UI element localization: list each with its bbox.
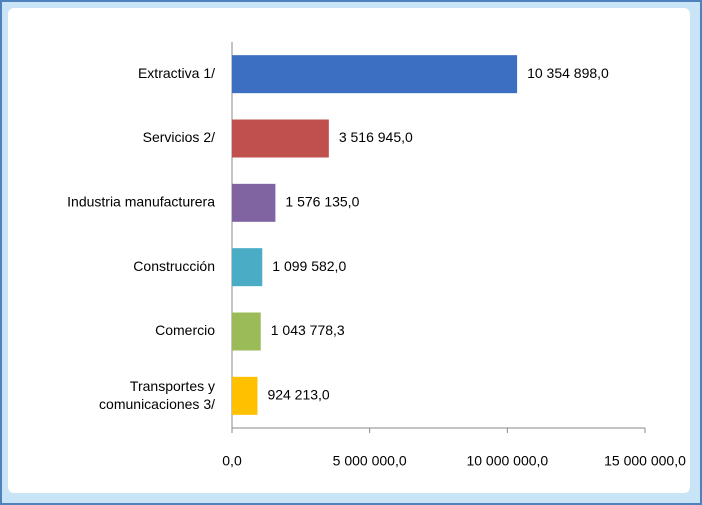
x-tick-label: 0,0 (222, 453, 242, 469)
y-tick-label: Construcción (133, 258, 215, 274)
value-label: 1 576 135,0 (285, 194, 359, 210)
bar (232, 312, 261, 351)
bar (232, 119, 329, 158)
y-tick-label: Servicios 2/ (143, 129, 215, 145)
y-tick-label: Extractiva 1/ (138, 65, 215, 81)
x-tick-label: 15 000 000,0 (604, 453, 686, 469)
value-label: 1 099 582,0 (272, 258, 346, 274)
bar (232, 183, 276, 222)
bar (232, 55, 518, 94)
value-label: 1 043 778,3 (271, 322, 345, 338)
x-tick-label: 10 000 000,0 (466, 453, 548, 469)
y-tick-label: Transportes y comunicaciones 3/ (99, 378, 215, 412)
value-label: 924 213,0 (267, 387, 329, 403)
y-tick-label: Industria manufacturera (67, 194, 215, 210)
y-tick-label: Comercio (155, 322, 215, 338)
bar (232, 376, 258, 415)
bar (232, 248, 263, 287)
value-label: 3 516 945,0 (339, 129, 413, 145)
value-label: 10 354 898,0 (527, 65, 609, 81)
x-tick-label: 5 000 000,0 (333, 453, 407, 469)
